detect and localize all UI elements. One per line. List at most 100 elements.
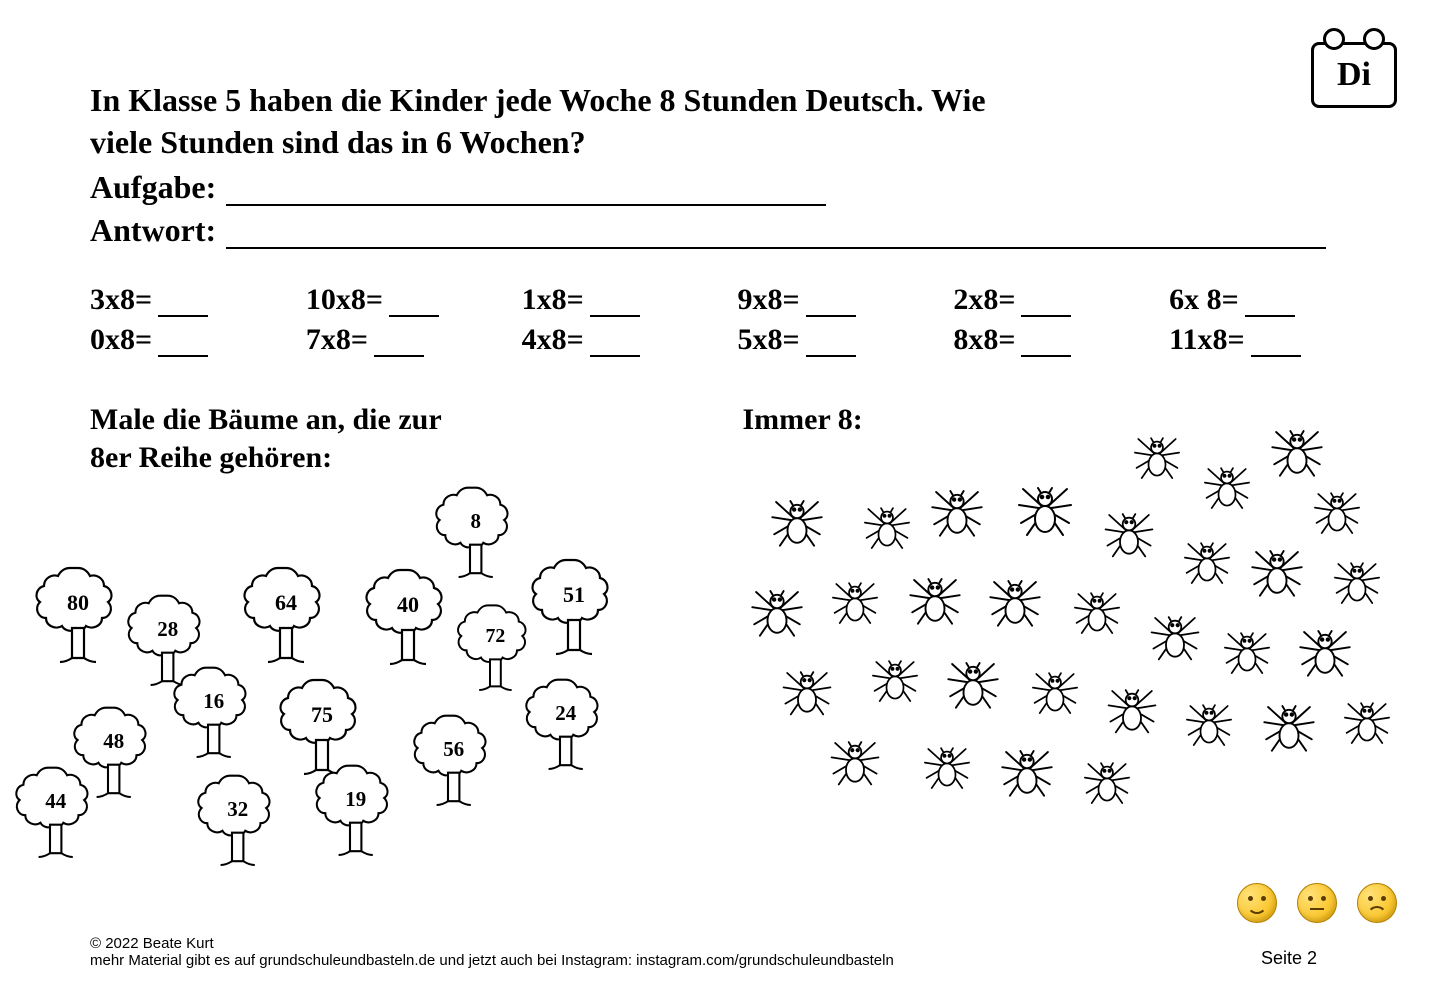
spider-icon xyxy=(994,738,1059,803)
mult-answer-blank[interactable] xyxy=(158,333,208,357)
mult-problem: 4x8= xyxy=(522,323,708,357)
tree-number: 80 xyxy=(32,590,124,616)
spider-icon xyxy=(1098,502,1159,563)
spider-icon xyxy=(1256,693,1321,758)
spider-icon xyxy=(1026,662,1084,720)
mult-answer-blank[interactable] xyxy=(389,293,439,317)
smiley-happy-icon[interactable] xyxy=(1237,883,1277,923)
spider-icon xyxy=(1068,582,1126,640)
spider-icon xyxy=(1128,427,1186,485)
mult-answer-blank[interactable] xyxy=(590,333,640,357)
activities-row: Male die Bäume an, die zur 8er Reihe geh… xyxy=(90,401,1355,852)
mult-expression: 4x8= xyxy=(522,323,584,357)
tree-icon[interactable]: 32 xyxy=(194,770,281,876)
mult-answer-blank[interactable] xyxy=(158,293,208,317)
mult-problem: 9x8= xyxy=(737,283,923,317)
tree-number: 28 xyxy=(124,617,211,642)
task-label: Aufgabe: xyxy=(90,169,216,206)
mult-answer-blank[interactable] xyxy=(1245,293,1295,317)
answer-label: Antwort: xyxy=(90,212,216,249)
mult-answer-blank[interactable] xyxy=(806,333,856,357)
spider-icon xyxy=(902,566,967,631)
spider-icon xyxy=(764,488,829,553)
calendar-ring-icon xyxy=(1363,28,1385,50)
spider-icon xyxy=(1198,457,1256,515)
mult-problem: 3x8= xyxy=(90,283,276,317)
smiley-sad-icon[interactable] xyxy=(1357,883,1397,923)
task-blank-line[interactable] xyxy=(226,176,826,206)
spider-icon xyxy=(1218,622,1276,680)
mult-problem: 2x8= xyxy=(953,283,1139,317)
mult-answer-blank[interactable] xyxy=(374,333,424,357)
spider-icon xyxy=(866,650,924,708)
mult-problem: 5x8= xyxy=(737,323,923,357)
answer-blank-line[interactable] xyxy=(226,219,1326,249)
mult-expression: 8x8= xyxy=(953,323,1015,357)
spider-icon xyxy=(1078,752,1136,810)
tree-number: 56 xyxy=(410,737,497,762)
mult-expression: 6x 8= xyxy=(1169,283,1239,317)
mult-problem: 10x8= xyxy=(306,283,492,317)
spider-icon xyxy=(940,650,1005,715)
spider-icon xyxy=(1144,605,1205,666)
spider-icon xyxy=(1178,532,1236,590)
mult-answer-blank[interactable] xyxy=(1251,333,1301,357)
tree-icon[interactable]: 51 xyxy=(528,554,620,666)
footer-copyright: © 2022 Beate Kurt xyxy=(90,935,1397,952)
tree-number: 48 xyxy=(70,729,157,754)
tree-icon[interactable]: 19 xyxy=(312,760,399,866)
trees-title: Male die Bäume an, die zur 8er Reihe geh… xyxy=(90,401,470,476)
tree-number: 64 xyxy=(240,590,332,616)
mult-problem: 0x8= xyxy=(90,323,276,357)
spider-icon xyxy=(776,660,837,721)
trees-activity: Male die Bäume an, die zur 8er Reihe geh… xyxy=(90,401,703,852)
footer-page-label: Seite 2 xyxy=(1261,948,1317,969)
tree-number: 40 xyxy=(362,592,454,618)
mult-answer-blank[interactable] xyxy=(1021,333,1071,357)
mult-expression: 11x8= xyxy=(1169,323,1244,357)
tree-number: 44 xyxy=(12,789,99,814)
mult-problem: 11x8= xyxy=(1169,323,1355,357)
tree-icon[interactable]: 80 xyxy=(32,562,124,674)
mult-problem: 7x8= xyxy=(306,323,492,357)
spider-icon xyxy=(858,497,916,555)
mult-expression: 2x8= xyxy=(953,283,1015,317)
tree-icon[interactable]: 44 xyxy=(12,762,99,868)
mult-expression: 7x8= xyxy=(306,323,368,357)
calendar-ring-icon xyxy=(1323,28,1345,50)
spider-icon xyxy=(918,737,976,795)
spiders-activity: Immer 8: xyxy=(743,401,1356,852)
spider-icon xyxy=(1308,482,1366,540)
tree-icon[interactable]: 56 xyxy=(410,710,497,816)
tree-number: 24 xyxy=(522,701,609,726)
tree-icon[interactable]: 24 xyxy=(522,674,609,780)
task-fill-row: Aufgabe: xyxy=(90,169,1355,206)
spider-icon xyxy=(1101,678,1162,739)
spider-icon xyxy=(744,578,809,643)
tree-icon[interactable]: 8 xyxy=(432,482,519,588)
footer: © 2022 Beate Kurt mehr Material gibt es … xyxy=(90,935,1397,969)
tree-icon[interactable]: 64 xyxy=(240,562,332,674)
tree-number: 8 xyxy=(432,509,519,534)
mult-expression: 9x8= xyxy=(737,283,799,317)
tree-number: 72 xyxy=(454,625,537,648)
mult-expression: 3x8= xyxy=(90,283,152,317)
mult-expression: 1x8= xyxy=(522,283,584,317)
rating-smileys xyxy=(1237,883,1397,923)
word-problem-question: In Klasse 5 haben die Kinder jede Woche … xyxy=(90,80,1050,163)
mult-answer-blank[interactable] xyxy=(1021,293,1071,317)
mult-problem: 6x 8= xyxy=(1169,283,1355,317)
mult-answer-blank[interactable] xyxy=(806,293,856,317)
calendar-badge: Di xyxy=(1311,28,1397,108)
tree-number: 51 xyxy=(528,582,620,608)
smiley-neutral-icon[interactable] xyxy=(1297,883,1337,923)
mult-expression: 0x8= xyxy=(90,323,152,357)
spider-icon xyxy=(826,572,884,630)
mult-answer-blank[interactable] xyxy=(590,293,640,317)
spider-icon xyxy=(1011,475,1079,543)
tree-number: 16 xyxy=(170,689,257,714)
tree-number: 75 xyxy=(276,702,368,728)
tree-icon[interactable]: 16 xyxy=(170,662,257,768)
mult-problem: 8x8= xyxy=(953,323,1139,357)
spider-icon xyxy=(1264,418,1329,483)
